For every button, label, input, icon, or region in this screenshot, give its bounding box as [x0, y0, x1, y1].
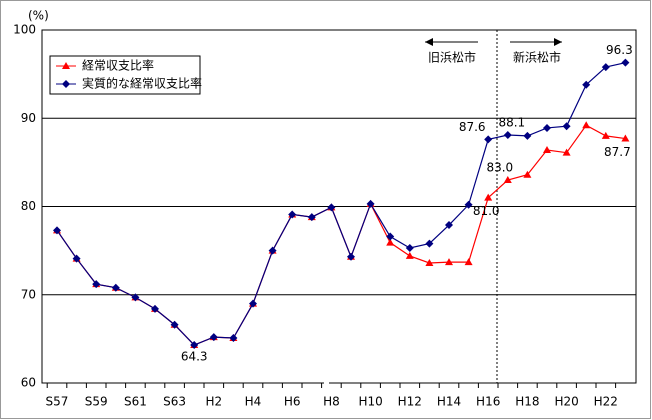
data-label: 87.7 [604, 145, 631, 159]
legend-label: 実質的な経常収支比率 [82, 76, 202, 91]
point [523, 170, 532, 178]
data-label: 88.1 [498, 116, 525, 130]
arrow-head [554, 38, 562, 46]
point [582, 121, 591, 129]
x-tick-label: H18 [515, 395, 539, 409]
point [366, 199, 375, 208]
y-tick-label: 80 [21, 199, 36, 213]
x-tick-label: S63 [163, 395, 186, 409]
point [268, 246, 277, 255]
point [582, 80, 591, 89]
y-tick-label: 90 [21, 111, 36, 125]
point [503, 131, 512, 140]
y-tick-label: 60 [21, 376, 36, 390]
point [601, 131, 610, 139]
point [464, 200, 473, 209]
point [170, 320, 179, 329]
point [229, 333, 238, 342]
x-tick-label: H14 [437, 395, 461, 409]
point [288, 210, 297, 219]
point [209, 333, 218, 342]
point [53, 226, 61, 235]
legend-box [49, 55, 201, 95]
point [405, 243, 414, 252]
point [425, 239, 434, 248]
y-tick-label: 70 [21, 287, 36, 301]
point [347, 252, 355, 261]
x-tick-label: H12 [398, 395, 422, 409]
point [543, 123, 551, 132]
point [484, 193, 493, 201]
point [307, 213, 316, 222]
point [190, 341, 199, 350]
point [249, 299, 257, 308]
point [386, 232, 395, 241]
series-line [56, 62, 626, 346]
point [621, 58, 630, 67]
point [151, 304, 159, 313]
x-tick-label: H22 [594, 395, 618, 409]
data-label: 81.0 [473, 204, 500, 218]
point [464, 258, 473, 266]
point [445, 258, 453, 266]
y-tick-label: 100 [13, 23, 36, 37]
point [386, 238, 395, 246]
arrow-head [425, 38, 433, 46]
point [503, 176, 512, 184]
point [131, 293, 140, 302]
annotation: 旧浜松市 [428, 50, 476, 65]
point [523, 131, 532, 140]
data-label: 64.3 [181, 350, 208, 364]
axis-break [324, 381, 329, 393]
data-label: 83.0 [486, 161, 513, 175]
point [92, 280, 101, 289]
point [445, 221, 453, 230]
annotation: 新浜松市 [513, 50, 561, 65]
point [562, 148, 571, 156]
x-tick-label: H2 [205, 395, 222, 409]
data-label: 87.6 [459, 120, 486, 134]
x-tick-label: H6 [284, 395, 301, 409]
legend-marker [62, 62, 70, 69]
data-label: 96.3 [606, 43, 633, 57]
point [543, 146, 551, 154]
x-tick-label: H8 [323, 395, 340, 409]
legend-label: 経常収支比率 [82, 58, 154, 73]
point [327, 203, 336, 212]
point [72, 254, 81, 263]
legend-marker [62, 80, 70, 88]
point [405, 251, 414, 259]
point [562, 122, 571, 131]
x-tick-label: S59 [85, 395, 108, 409]
x-tick-label: H16 [476, 395, 500, 409]
x-tick-label: H10 [358, 395, 382, 409]
point [484, 135, 493, 144]
point [601, 63, 610, 72]
x-tick-label: S57 [46, 395, 69, 409]
x-tick-label: H4 [245, 395, 262, 409]
x-tick-label: H20 [554, 395, 578, 409]
point [111, 283, 120, 292]
y-unit: (%) [28, 9, 49, 23]
x-tick-label: S61 [124, 395, 147, 409]
point [425, 258, 434, 266]
point [621, 134, 630, 142]
